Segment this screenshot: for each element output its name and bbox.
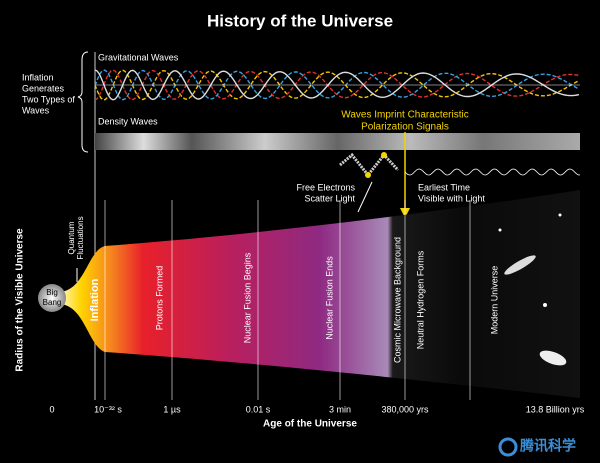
light-wave (404, 168, 581, 176)
photon-zigzag (339, 152, 400, 178)
big-bang-label: Big (46, 288, 58, 297)
title: History of the Universe (207, 11, 393, 30)
inflation-note: Waves (22, 105, 50, 115)
time-tick-label: 0 (49, 404, 54, 414)
time-tick-label: 380,000 yrs (381, 404, 429, 414)
electron (365, 172, 371, 178)
density-waves (95, 133, 580, 150)
y-axis-label: Radius of the Visible Universe (15, 228, 26, 372)
logo (498, 437, 518, 457)
star (498, 228, 502, 232)
quantum-label: Quantum (67, 221, 76, 254)
eras: Inflation Protons Formed Nuclear Fusion Be… (89, 237, 499, 363)
time-tick-label: 13.8 Billion yrs (526, 404, 585, 414)
quantum-label: Fluctuations (76, 216, 85, 259)
big-bang-label: Bang (43, 298, 62, 307)
wave (94, 69, 580, 101)
inflation-note: Generates (22, 83, 65, 93)
galaxy (504, 255, 536, 275)
universe-cone (60, 190, 580, 398)
time-tick-label: 1 µs (163, 404, 181, 414)
era-label: Modern Universe (489, 266, 499, 335)
time-tick-label: 0.01 s (246, 404, 271, 414)
time-tick-label: 10⁻³² s (94, 404, 122, 414)
galaxy (539, 350, 567, 366)
free-electrons-label: Scatter Light (304, 193, 355, 203)
era-label: Nuclear Fusion Ends (324, 256, 334, 340)
time-ticks: 0 10⁻³² s 1 µs 0.01 s 3 min 380,000 yrs 13.8 B… (49, 404, 584, 414)
x-axis-label: Age of the Universe (263, 419, 357, 430)
earliest-time-label: Visible with Light (418, 193, 485, 203)
free-electrons-label: Free Electrons (296, 182, 355, 192)
pointer (357, 181, 373, 213)
wave (94, 69, 580, 101)
era-label: Inflation (89, 278, 101, 321)
time-tick-label: 3 min (329, 404, 351, 414)
earliest-time-label: Earliest Time (418, 182, 470, 192)
star (543, 303, 547, 307)
era-lines (104, 200, 471, 400)
bracket (77, 51, 89, 153)
density-waves-label: Density Waves (98, 116, 158, 126)
era-label: Cosmic Microwave Background (392, 237, 402, 363)
star (558, 213, 562, 217)
era-label: Neutral Hydrogen Forms (415, 250, 425, 349)
era-label: Protons Formed (154, 266, 164, 331)
electron (381, 152, 387, 158)
inflation-note: Inflation (22, 72, 54, 82)
polarization-label: Waves Imprint Characteristic (341, 110, 468, 121)
polarization-label: Polarization Signals (361, 122, 449, 133)
watermark: 腾讯科学 (520, 438, 576, 454)
gravitational-waves (94, 69, 580, 101)
big-bang (38, 284, 66, 312)
gravitational-waves-label: Gravitational Waves (98, 52, 179, 62)
era-label: Nuclear Fusion Begins (242, 252, 252, 343)
inflation-note: Two Types of (22, 94, 75, 104)
